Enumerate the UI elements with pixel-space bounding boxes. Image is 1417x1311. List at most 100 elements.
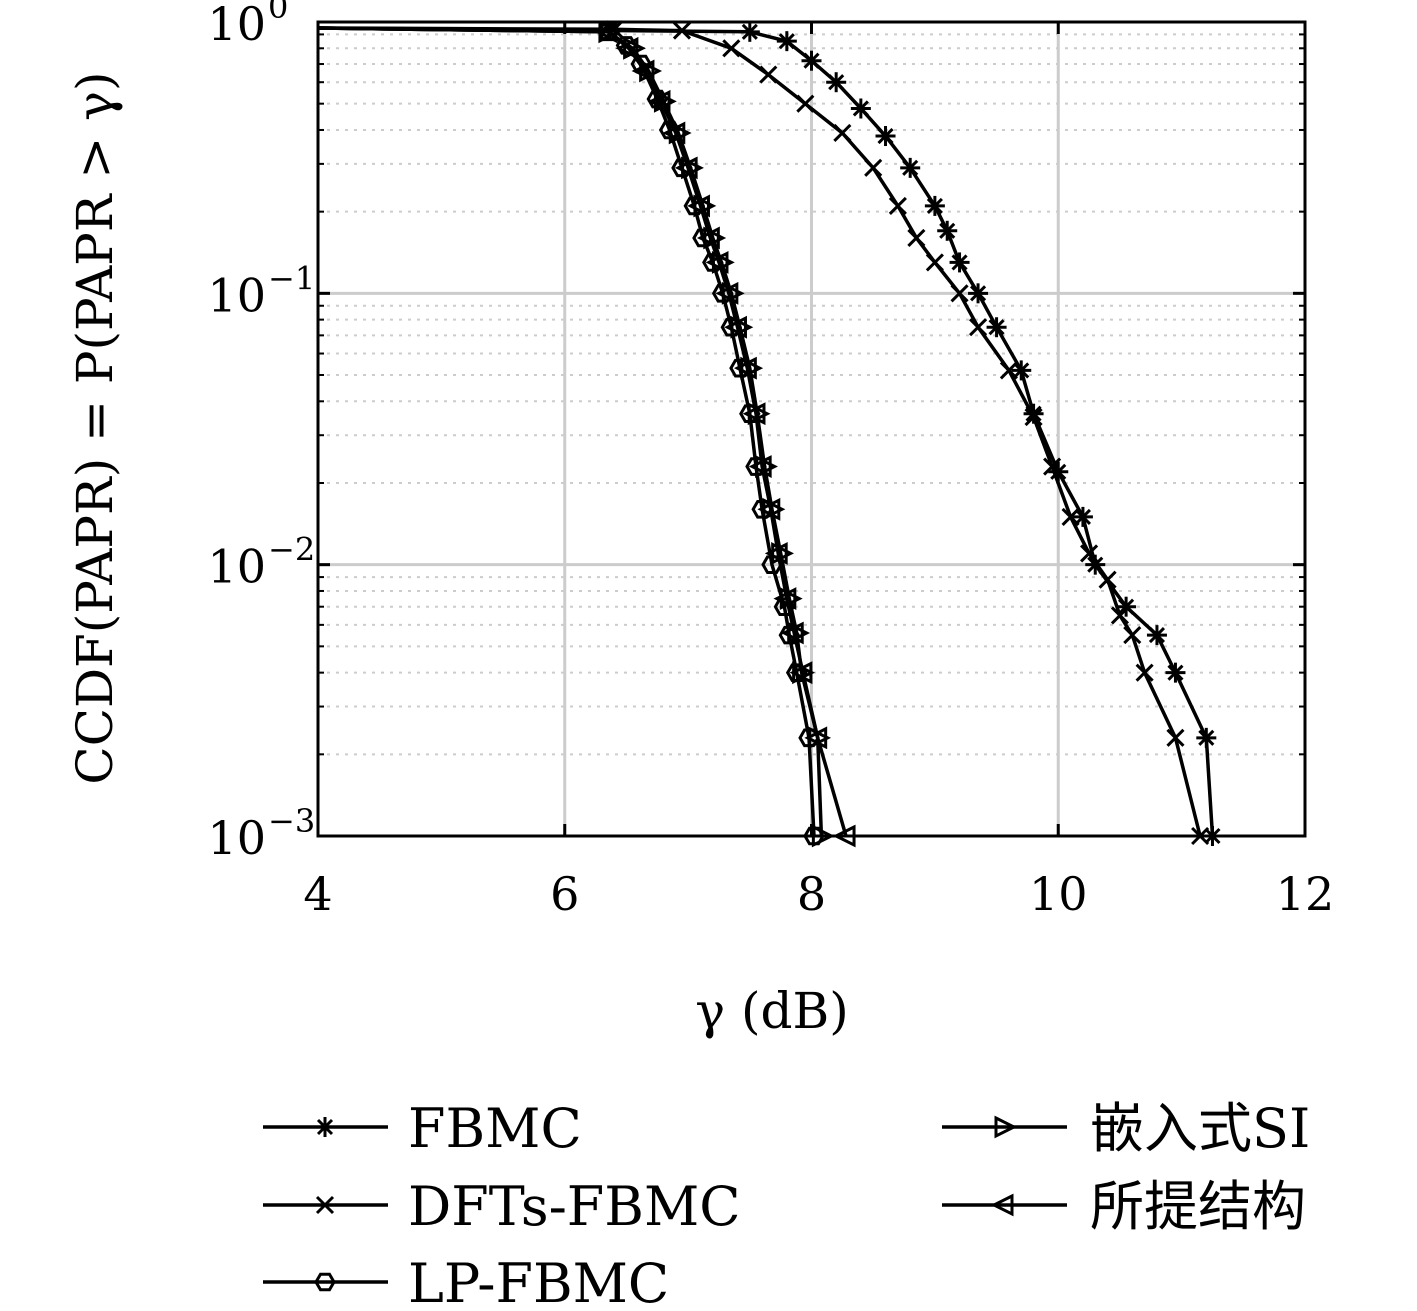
y-tick-label: 10 bbox=[207, 540, 266, 594]
data-point bbox=[864, 158, 883, 177]
data-point bbox=[776, 31, 797, 52]
data-point bbox=[1011, 360, 1032, 381]
data-point bbox=[764, 542, 788, 565]
x-tick-label: 6 bbox=[550, 867, 579, 921]
data-point bbox=[1072, 506, 1093, 527]
data-point bbox=[850, 98, 871, 119]
data-point bbox=[668, 121, 692, 145]
legend-item: 所提结构 bbox=[942, 1175, 1306, 1238]
data-point bbox=[1191, 826, 1210, 846]
series-line bbox=[317, 26, 848, 837]
data-point bbox=[826, 72, 847, 93]
legend-marker bbox=[314, 1272, 336, 1292]
data-point bbox=[687, 194, 710, 218]
y-tick-exponent: 0 bbox=[268, 0, 288, 26]
data-point bbox=[937, 220, 958, 241]
data-point bbox=[999, 361, 1018, 380]
series-5 bbox=[317, 20, 856, 848]
x-tick-label: 4 bbox=[303, 867, 332, 921]
data-point bbox=[811, 824, 835, 848]
data-point bbox=[796, 94, 815, 113]
data-point bbox=[740, 356, 764, 380]
data-point bbox=[615, 36, 639, 60]
data-point bbox=[1024, 407, 1043, 427]
x-tick-label: 8 bbox=[797, 867, 826, 921]
data-point bbox=[730, 315, 754, 339]
legend-label: LP-FBMC bbox=[408, 1252, 669, 1311]
data-point bbox=[949, 252, 970, 273]
data-point bbox=[674, 156, 698, 180]
y-tick-exponent: −3 bbox=[268, 802, 315, 840]
data-point bbox=[742, 402, 766, 426]
y-tick-label: 10 bbox=[207, 268, 266, 322]
data-point bbox=[1043, 457, 1062, 476]
data-point bbox=[748, 455, 772, 478]
data-point bbox=[907, 228, 926, 248]
series-layer bbox=[317, 20, 1223, 848]
data-point bbox=[833, 123, 852, 143]
legend-label: DFTs-FBMC bbox=[408, 1175, 741, 1238]
data-point bbox=[1196, 727, 1217, 748]
y-tick-exponent: −2 bbox=[268, 531, 315, 569]
data-point bbox=[789, 661, 813, 685]
data-point bbox=[787, 621, 811, 645]
legend: FBMC DFTs-FBMC LP-FBMC 嵌入式SI 所提结构 bbox=[263, 1097, 1310, 1311]
data-point bbox=[721, 281, 745, 305]
data-point bbox=[1110, 606, 1129, 625]
legend-label: 所提结构 bbox=[1090, 1175, 1306, 1238]
data-point bbox=[1123, 626, 1142, 645]
data-point bbox=[925, 253, 944, 272]
data-point bbox=[832, 824, 856, 848]
legend-item: LP-FBMC bbox=[263, 1252, 669, 1311]
y-axis-title: CCDF(PAPR) = P(PAPR > γ) bbox=[66, 71, 124, 784]
legend-marker bbox=[315, 1195, 335, 1215]
data-point bbox=[1116, 596, 1137, 617]
x-axis-title: γ (dB) bbox=[695, 982, 849, 1040]
data-point bbox=[759, 65, 778, 84]
y-tick-label: 10 bbox=[207, 0, 266, 51]
data-point bbox=[1061, 507, 1080, 526]
data-point bbox=[801, 50, 822, 71]
data-point bbox=[715, 281, 739, 305]
data-point bbox=[780, 621, 804, 645]
data-point bbox=[662, 121, 686, 145]
data-point bbox=[968, 283, 989, 304]
data-point bbox=[804, 726, 828, 750]
series-line bbox=[317, 26, 824, 837]
data-point bbox=[986, 317, 1007, 338]
data-point bbox=[1166, 728, 1185, 747]
data-point bbox=[631, 59, 655, 83]
data-point bbox=[1165, 662, 1186, 683]
data-point bbox=[696, 226, 720, 250]
data-point bbox=[594, 20, 618, 44]
legend-item: FBMC bbox=[263, 1097, 582, 1160]
data-point bbox=[647, 89, 671, 113]
data-point bbox=[888, 196, 907, 215]
legend-item: DFTs-FBMC bbox=[263, 1175, 741, 1238]
data-point bbox=[773, 587, 797, 610]
legend-marker bbox=[315, 1117, 335, 1137]
data-point bbox=[711, 250, 735, 274]
data-point bbox=[672, 21, 692, 40]
y-tick-label: 10 bbox=[207, 811, 266, 865]
data-point bbox=[693, 194, 717, 218]
data-point bbox=[703, 226, 727, 250]
data-point bbox=[924, 195, 945, 216]
x-tick-label: 10 bbox=[1029, 867, 1088, 921]
legend-item: 嵌入式SI bbox=[942, 1097, 1310, 1160]
data-point bbox=[739, 21, 760, 42]
data-point bbox=[755, 455, 778, 478]
data-point bbox=[681, 156, 704, 180]
legend-label: FBMC bbox=[408, 1097, 582, 1160]
legend-marker bbox=[994, 1115, 1018, 1139]
data-point bbox=[968, 318, 988, 337]
data-point bbox=[1202, 826, 1223, 846]
data-point bbox=[875, 126, 896, 147]
data-point bbox=[900, 157, 921, 178]
data-point bbox=[722, 39, 741, 58]
data-point bbox=[1080, 544, 1099, 563]
data-point bbox=[1098, 570, 1117, 589]
legend-label: 嵌入式SI bbox=[1090, 1097, 1310, 1160]
